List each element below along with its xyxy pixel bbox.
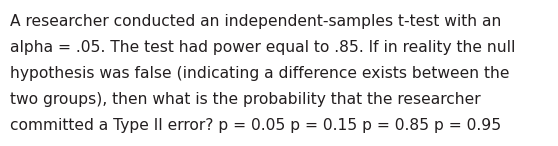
Text: hypothesis was false (indicating a difference exists between the: hypothesis was false (indicating a diffe…: [10, 66, 509, 81]
Text: alpha = .05. The test had power equal to .85. If in reality the null: alpha = .05. The test had power equal to…: [10, 40, 516, 55]
Text: A researcher conducted an independent-samples t-test with an: A researcher conducted an independent-sa…: [10, 14, 502, 29]
Text: committed a Type II error? p = 0.05 p = 0.15 p = 0.85 p = 0.95: committed a Type II error? p = 0.05 p = …: [10, 118, 501, 133]
Text: two groups), then what is the probability that the researcher: two groups), then what is the probabilit…: [10, 92, 480, 107]
